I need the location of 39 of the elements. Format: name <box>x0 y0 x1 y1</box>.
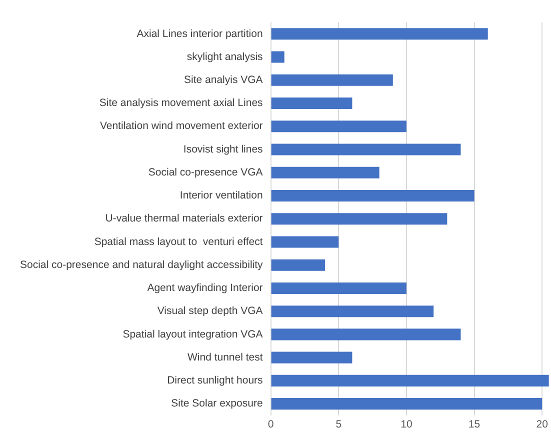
bar <box>271 328 461 340</box>
x-tick-label: 20 <box>536 418 548 431</box>
bar <box>271 51 284 63</box>
bar <box>271 374 549 386</box>
bar <box>271 190 474 202</box>
y-tick-label: Ventilation wind movement exterior <box>100 120 264 132</box>
y-tick-label: skylight analysis <box>186 50 263 63</box>
x-tick-label: 15 <box>468 418 480 431</box>
y-tick-label: Isovist sight lines <box>183 143 263 156</box>
y-tick-label: Social co-presence VGA <box>148 166 263 178</box>
bar <box>271 74 393 86</box>
y-tick-label: Site analysis movement axial Lines <box>99 97 263 110</box>
y-tick-label: Spatial mass layout to venturi effect <box>94 236 263 248</box>
bar <box>271 306 434 318</box>
y-tick-label: Site analyis VGA <box>184 74 263 86</box>
y-tick-label: Site Solar exposure <box>171 398 263 410</box>
y-tick-label: Interior ventilation <box>180 190 263 202</box>
x-tick-label: 0 <box>268 418 274 431</box>
x-tick-label: 5 <box>336 418 342 431</box>
bar <box>271 213 448 225</box>
bar <box>271 120 406 132</box>
y-tick-label: Social co-presence and natural daylight accessibility <box>20 258 264 271</box>
bar <box>271 28 488 40</box>
bar <box>271 259 326 271</box>
bar <box>271 166 380 178</box>
bar <box>271 97 352 110</box>
y-tick-label: Direct sunlight hours <box>167 374 263 387</box>
y-tick-label: Axial Lines interior partition <box>136 28 263 40</box>
bar <box>271 144 461 156</box>
bar <box>271 352 352 364</box>
bar <box>271 236 339 248</box>
bar <box>271 282 406 294</box>
x-tick-label: 10 <box>400 418 412 431</box>
y-tick-label: Spatial layout integration VGA <box>122 328 263 340</box>
y-tick-label: Wind tunnel test <box>188 351 263 364</box>
y-tick-label: Visual step depth VGA <box>157 305 263 318</box>
y-tick-label: Agent wayfinding Interior <box>147 282 264 294</box>
y-tick-label: U-value thermal materials exterior <box>105 212 264 225</box>
bar <box>271 398 542 410</box>
